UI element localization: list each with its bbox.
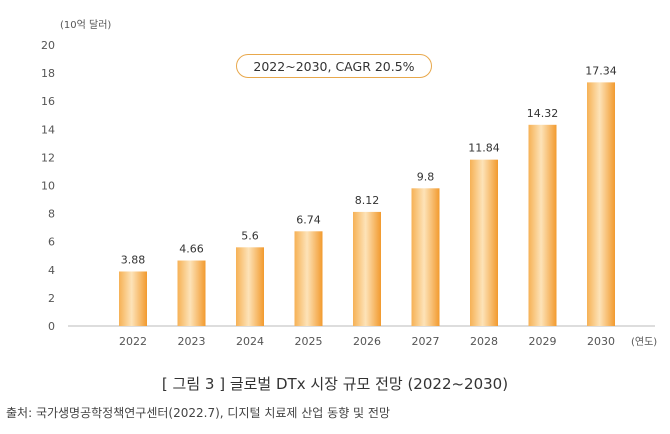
data-label: 6.74 — [296, 213, 321, 226]
bar — [528, 124, 557, 326]
bar — [411, 188, 440, 326]
x-axis-label: (연도) — [631, 336, 657, 348]
x-tick-label: 2026 — [353, 335, 381, 348]
y-tick-label: 8 — [48, 208, 55, 221]
x-axis: 2022 2023 2024 2025 2026 2027 2028 2029 2030 — [119, 335, 615, 348]
figure-caption: [ 그림 3 ] 글로벌 DTx 시장 규모 전망 (2022~2030) — [161, 375, 509, 393]
y-tick-label: 4 — [48, 264, 55, 277]
data-label: 3.88 — [121, 253, 146, 266]
bar — [294, 231, 323, 326]
x-tick-label: 2023 — [178, 335, 206, 348]
x-tick-label: 2024 — [236, 335, 264, 348]
bar — [119, 271, 147, 326]
cagr-annotation: 2022~2030, CAGR 20.5% — [236, 54, 432, 78]
y-axis: 0 2 4 6 8 10 12 14 16 18 20 — [41, 39, 55, 333]
bar — [470, 159, 498, 326]
y-tick-label: 14 — [41, 123, 55, 136]
y-tick-label: 18 — [41, 67, 55, 80]
data-label: 11.84 — [468, 142, 500, 155]
data-label: 5.6 — [241, 229, 259, 242]
y-tick-label: 2 — [48, 292, 55, 305]
x-tick-label: 2028 — [470, 335, 498, 348]
y-tick-label: 10 — [41, 180, 55, 193]
data-label: 9.8 — [417, 170, 435, 183]
x-tick-label: 2025 — [295, 335, 323, 348]
bars: 3.88 4.66 5.6 6.74 8.12 9.8 11.84 14.32 17.34 — [119, 64, 617, 326]
bar-chart: (10억 달러) 0 2 4 6 8 10 12 14 16 18 20 3.88 4.66 5.6 6.… — [41, 19, 657, 348]
data-label: 17.34 — [585, 64, 617, 77]
y-tick-label: 12 — [41, 151, 55, 164]
bar — [587, 82, 615, 326]
y-tick-label: 0 — [48, 320, 55, 333]
bar — [236, 247, 264, 326]
y-tick-label: 16 — [41, 95, 55, 108]
source-note: 출처: 국가생명공학정책연구센터(2022.7), 디지털 치료제 산업 동향 … — [6, 406, 390, 420]
x-tick-label: 2027 — [412, 335, 440, 348]
x-tick-label: 2029 — [529, 335, 557, 348]
x-tick-label: 2022 — [119, 335, 147, 348]
data-label: 14.32 — [527, 107, 559, 120]
y-axis-label: (10억 달러) — [60, 19, 111, 31]
bar — [353, 211, 381, 326]
bar — [177, 260, 206, 326]
y-tick-label: 20 — [41, 39, 55, 52]
y-tick-label: 6 — [48, 236, 55, 249]
data-label: 8.12 — [355, 194, 380, 207]
x-tick-label: 2030 — [587, 335, 615, 348]
data-label: 4.66 — [179, 243, 204, 256]
